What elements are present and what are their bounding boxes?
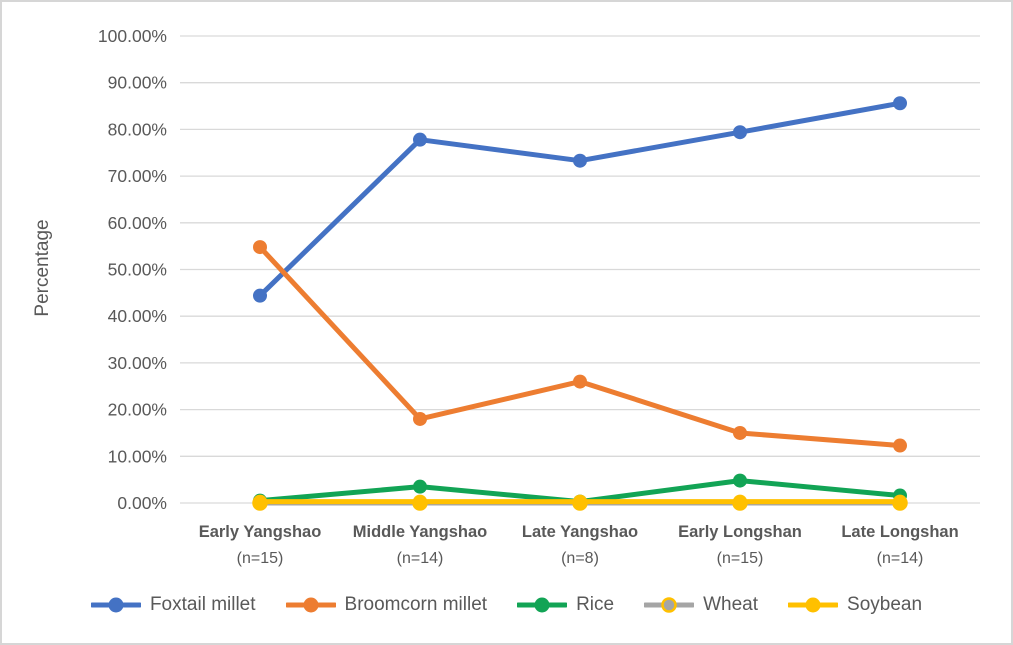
legend-marker-soybean-icon xyxy=(788,597,839,613)
x-category-sublabel: (n=8) xyxy=(561,550,599,567)
data-point-soybean-4 xyxy=(893,494,907,509)
data-point-soybean-2 xyxy=(573,494,587,509)
x-category-label: Early Yangshao xyxy=(199,523,322,541)
series-line-foxtail-millet xyxy=(257,100,903,299)
legend-marker-broomcorn-millet-icon xyxy=(285,597,336,613)
legend-dot xyxy=(661,597,677,613)
data-point-soybean-1 xyxy=(413,494,427,509)
x-category-label: Late Yangshao xyxy=(522,523,638,541)
line-chart: 0.00% 10.00% 20.00% 30.00% 40.00% 50.00% 60.00… xyxy=(32,26,980,567)
y-tick-label: 40.00% xyxy=(108,306,167,326)
y-tick-label: 70.00% xyxy=(108,166,167,186)
data-point-broomcorn-millet-3 xyxy=(733,425,747,440)
plot-series xyxy=(252,96,908,511)
data-point-rice-3 xyxy=(733,473,747,488)
data-point-foxtail-millet-3 xyxy=(733,125,747,140)
x-category-sublabel: (n=14) xyxy=(397,550,444,567)
y-axis-tick-labels: 0.00% 10.00% 20.00% 30.00% 40.00% 50.00% 60.00… xyxy=(98,26,167,513)
y-tick-label: 0.00% xyxy=(117,493,167,513)
y-tick-label: 60.00% xyxy=(108,213,167,233)
y-tick-label: 20.00% xyxy=(108,400,167,420)
legend-dot xyxy=(805,597,821,613)
x-axis-category-labels: Early Yangshao (n=15) Middle Yangshao (n=14… xyxy=(199,523,959,567)
y-tick-label: 80.00% xyxy=(108,119,167,139)
x-category-label: Middle Yangshao xyxy=(353,523,487,541)
legend-label: Broomcorn millet xyxy=(344,594,488,615)
legend-item-rice: Rice xyxy=(517,594,614,616)
x-category-sublabel: (n=15) xyxy=(717,550,764,567)
y-tick-label: 50.00% xyxy=(108,260,167,280)
legend-label: Wheat xyxy=(703,594,759,615)
legend-marker-foxtail-millet-icon xyxy=(90,597,141,613)
legend-marker-wheat-icon xyxy=(644,597,695,613)
legend-item-soybean: Soybean xyxy=(788,594,922,616)
data-point-broomcorn-millet-2 xyxy=(573,374,587,389)
data-point-foxtail-millet-4 xyxy=(893,96,907,111)
legend-dot xyxy=(303,597,319,613)
y-tick-label: 10.00% xyxy=(108,446,167,466)
legend-label: Soybean xyxy=(847,594,923,615)
data-point-broomcorn-millet-1 xyxy=(413,411,427,426)
series-line-broomcorn-millet xyxy=(257,244,903,449)
chart-legend: Foxtail millet Broomcorn millet Rice Wheat S… xyxy=(2,588,1011,622)
x-category-label: Late Longshan xyxy=(841,523,958,541)
legend-item-foxtail-millet: Foxtail millet xyxy=(90,594,256,616)
data-point-soybean-3 xyxy=(733,494,747,509)
y-tick-label: 90.00% xyxy=(108,73,167,93)
legend-dot xyxy=(534,597,550,613)
legend-item-broomcorn-millet: Broomcorn millet xyxy=(285,594,488,616)
data-point-rice-1 xyxy=(413,479,427,494)
y-tick-label: 100.00% xyxy=(98,26,167,46)
y-axis-title: Percentage xyxy=(32,219,53,316)
legend-label: Rice xyxy=(576,594,615,615)
data-point-broomcorn-millet-4 xyxy=(893,438,907,453)
gridlines xyxy=(180,35,980,504)
legend-dot xyxy=(108,597,124,613)
y-tick-label: 30.00% xyxy=(108,353,167,373)
x-category-sublabel: (n=15) xyxy=(237,550,284,567)
data-point-soybean-0 xyxy=(253,494,267,509)
data-point-broomcorn-millet-0 xyxy=(253,240,267,255)
data-point-foxtail-millet-0 xyxy=(253,288,267,303)
data-point-foxtail-millet-2 xyxy=(573,153,587,168)
data-point-foxtail-millet-1 xyxy=(413,132,427,147)
x-category-label: Early Longshan xyxy=(678,523,802,541)
x-category-sublabel: (n=14) xyxy=(877,550,924,567)
legend-marker-rice-icon xyxy=(517,597,568,613)
legend-label: Foxtail millet xyxy=(149,594,256,615)
legend-item-wheat: Wheat xyxy=(644,594,758,616)
